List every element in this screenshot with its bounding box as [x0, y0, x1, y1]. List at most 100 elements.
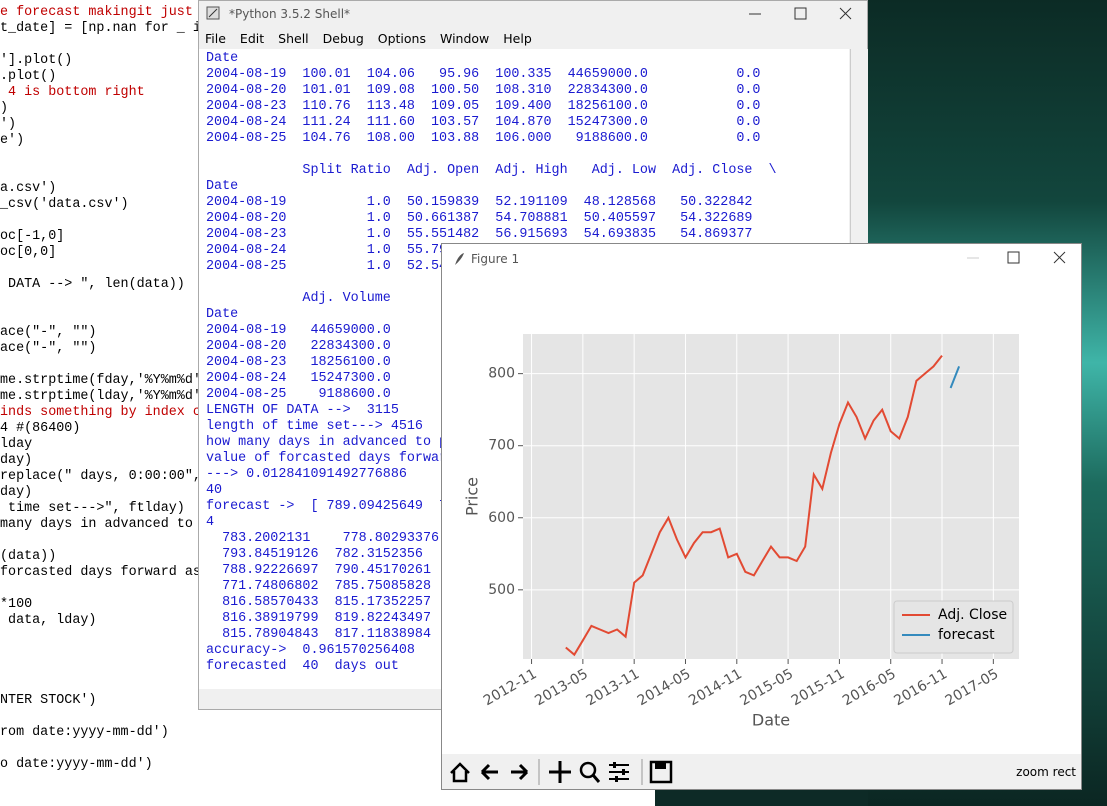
code-line: e forecast makingit just [0, 5, 198, 20]
code-line: 4 is bottom right [0, 85, 145, 100]
menu-item[interactable]: File [205, 31, 226, 46]
shell-line: 771.74806802 785.75085828 [206, 579, 431, 594]
shell-line: 2004-08-24 111.24 111.60 103.57 104.870 … [206, 115, 761, 130]
shell-line: 2004-08-24 15247300.0 [206, 371, 391, 386]
code-line: me.strptime(lday,'%Y%m%d' [0, 389, 198, 404]
shell-line: how many days in advanced to p [206, 435, 448, 450]
code-line: .plot() [0, 69, 57, 84]
x-tick-label: 2016-11 [891, 666, 950, 709]
legend-label: Adj. Close [938, 607, 1007, 623]
code-line: many days in advanced to [0, 517, 198, 532]
shell-line: Date [206, 51, 239, 66]
menu-item[interactable]: Debug [322, 31, 364, 46]
figure-window: Figure 1 500 600 700 800 2012-11 2013-05 2013-… [441, 243, 1082, 790]
shell-line: 788.92226697 790.45170261 [206, 563, 431, 578]
y-axis-label: Price [463, 477, 482, 516]
code-line: *100 [0, 597, 33, 612]
y-tick-label: 800 [488, 366, 515, 382]
code-line: data, lday) [0, 613, 97, 628]
shell-line: 40 [206, 483, 223, 498]
window-controls[interactable] [957, 249, 1082, 267]
shell-line: 815.78904843 817.11838984 [206, 627, 431, 642]
menu-item[interactable]: Help [503, 31, 532, 46]
window-title: Figure 1 [471, 252, 520, 266]
code-line: t_date] = [np.nan for _ i [0, 21, 198, 36]
code-line: time set--->", ftlday) [0, 501, 185, 516]
menu-item[interactable]: Window [439, 31, 490, 46]
shell-line: 2004-08-20 22834300.0 [206, 339, 391, 354]
menu-bar: File Edit Shell Debug Options Window Help [205, 31, 546, 46]
x-tick-label: 2013-11 [584, 666, 643, 709]
shell-line: Date [206, 307, 239, 322]
x-tick-label: 2014-05 [635, 666, 694, 709]
menu-item[interactable]: Edit [239, 31, 265, 46]
code-line: _csv('data.csv') [0, 197, 129, 212]
chart: 500 600 700 800 2012-112013-052013-112014-05… [463, 334, 1019, 730]
code-line: e') [0, 133, 25, 148]
menu-item[interactable]: Options [377, 31, 426, 46]
x-tick-label: 2012-11 [481, 666, 540, 709]
code-line: ') [0, 117, 17, 132]
shell-line: 2004-08-25 104.76 108.00 103.88 106.000 … [206, 131, 761, 146]
shell-line: 2004-08-19 44659000.0 [206, 323, 391, 338]
y-tick-label: 500 [488, 582, 515, 598]
shell-line: 2004-08-20 101.01 109.08 100.50 108.310 … [206, 83, 761, 98]
code-line: rom date:yyyy-mm-dd') [0, 725, 169, 740]
x-tick-label: 2015-05 [737, 666, 796, 709]
menu-item[interactable]: Shell [278, 31, 309, 46]
x-tick-label: 2014-11 [686, 666, 745, 709]
shell-line: 2004-08-19 1.0 50.159839 52.191109 48.12… [206, 195, 753, 210]
shell-line: 2004-08-23 1.0 55.551482 56.915693 54.69… [206, 227, 753, 242]
shell-line: 2004-08-20 1.0 50.661387 54.708881 50.40… [206, 211, 753, 226]
code-line: day) [0, 485, 33, 500]
series-line [949, 366, 961, 389]
shell-line: LENGTH OF DATA --> 3115 [206, 403, 399, 418]
code-line: ace("-", "") [0, 325, 97, 340]
shell-line: 4 [206, 515, 215, 530]
shell-line: 2004-08-25 9188600.0 [206, 387, 391, 402]
feather-icon [455, 253, 464, 265]
code-line: inds something by index c [0, 405, 198, 420]
x-tick-label: 2013-05 [532, 666, 591, 709]
code-line: lday [0, 437, 33, 452]
shell-line: 816.58570433 815.17352257 [206, 595, 431, 610]
code-line: a.csv') [0, 181, 57, 196]
code-line: (data)) [0, 549, 57, 564]
shell-line: 2004-08-23 18256100.0 [206, 355, 391, 370]
window-controls[interactable] [739, 5, 864, 23]
shell-line: 2004-08-24 1.0 55.79 [206, 243, 448, 258]
x-tick-label: 2017-05 [943, 666, 1002, 709]
y-tick-label: 700 [488, 438, 515, 454]
x-tick-label: 2016-05 [840, 666, 899, 709]
code-line: me.strptime(fday,'%Y%m%d' [0, 373, 198, 388]
legend-label: forecast [938, 627, 995, 643]
code-line: day) [0, 453, 33, 468]
toolbar: zoom rect [442, 754, 1081, 789]
shell-line: 783.2002131 778.80293376 [206, 531, 440, 546]
shell-line: forecast -> [ 789.09425649 7 [206, 499, 448, 514]
status-text: zoom rect [1016, 765, 1076, 779]
shell-line: accuracy-> 0.961570256408 [206, 643, 415, 658]
y-tick-label: 600 [488, 510, 515, 526]
code-line: NTER STOCK') [0, 693, 97, 708]
code-line: oc[0,0] [0, 245, 57, 260]
shell-line: 2004-08-19 100.01 104.06 95.96 100.335 4… [206, 67, 761, 82]
shell-line: value of forcasted days forwar [206, 451, 448, 466]
shell-line: length of time set---> 4516 [206, 419, 423, 434]
shell-line: 793.84519126 782.3152356 [206, 547, 423, 562]
shell-line: 2004-08-25 1.0 52.54 [206, 259, 448, 274]
toolbar-icons[interactable] [446, 757, 676, 787]
shell-line: forecasted 40 days out [206, 659, 399, 674]
code-line: forcasted days forward as [0, 565, 198, 580]
shell-line: Split Ratio Adj. Open Adj. High Adj. Low… [206, 163, 777, 178]
x-tick-label: 2015-11 [789, 666, 848, 709]
code-line: replace(" days, 0:00:00", [0, 469, 198, 484]
shell-line: Adj. Volume [206, 291, 391, 306]
shell-line: ---> 0.012841091492776886 [206, 467, 407, 482]
shell-line: 816.38919799 819.82243497 [206, 611, 431, 626]
code-line: ) [0, 101, 9, 116]
window-title: *Python 3.5.2 Shell* [229, 7, 351, 21]
code-line: oc[-1,0] [0, 229, 65, 244]
x-axis-label: Date [752, 711, 790, 730]
